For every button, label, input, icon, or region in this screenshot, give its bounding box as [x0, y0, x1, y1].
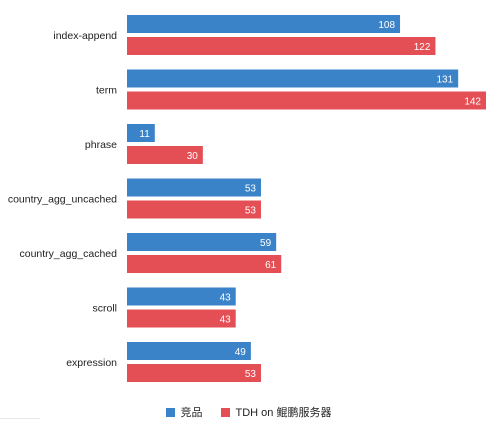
category-label: country_agg_uncached: [8, 194, 117, 206]
legend-label-series-2: TDH on 鲲鹏服务器: [235, 407, 332, 419]
data-label: 61: [265, 260, 277, 271]
bar-series-2: [127, 200, 261, 219]
bar-series-1: [127, 69, 459, 88]
data-label: 59: [260, 238, 272, 249]
data-label: 30: [187, 151, 199, 162]
bar-series-1: [127, 233, 277, 251]
data-label: 122: [414, 42, 431, 53]
bar-series-2: [127, 91, 486, 110]
bar-series-1: [127, 287, 236, 306]
bar-series-2: [127, 37, 436, 55]
data-label: 108: [378, 20, 395, 31]
legend-swatch-series-2: [220, 407, 230, 417]
bottom-divider: [0, 418, 40, 419]
category-label: index-append: [53, 30, 117, 42]
category-label: phrase: [85, 139, 117, 151]
data-label: 142: [464, 97, 481, 108]
bar-series-1: [127, 178, 261, 197]
data-label: 53: [245, 184, 257, 195]
bar-series-2: [127, 309, 236, 328]
bar-series-1: [127, 15, 401, 33]
legend-label-series-1: 竞品: [180, 407, 203, 419]
legend-swatch-series-1: [165, 407, 175, 417]
bar-series-1: [127, 342, 251, 360]
category-label: term: [96, 85, 117, 97]
bar-series-2: [127, 146, 203, 164]
category-label: expression: [66, 357, 117, 369]
bar-series-1: [127, 124, 155, 142]
data-label: 43: [220, 315, 232, 326]
data-label: 53: [245, 206, 257, 217]
category-label: scroll: [92, 303, 117, 315]
data-label: 131: [437, 75, 454, 86]
bar-series-2: [127, 255, 282, 273]
data-label: 53: [245, 369, 257, 380]
bar-series-2: [127, 364, 261, 382]
data-label: 43: [220, 293, 232, 304]
legend: 竞品 TDH on 鲲鹏服务器: [0, 404, 497, 420]
category-label: country_agg_cached: [20, 248, 118, 260]
legend-item-series-2: TDH on 鲲鹏服务器: [220, 404, 332, 420]
data-label: 11: [139, 129, 150, 140]
legend-item-series-1: 竞品: [165, 404, 203, 420]
data-label: 49: [235, 347, 247, 358]
